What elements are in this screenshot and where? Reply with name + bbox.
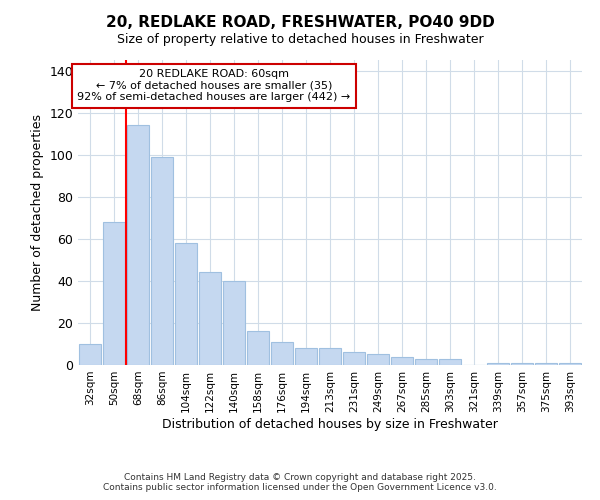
X-axis label: Distribution of detached houses by size in Freshwater: Distribution of detached houses by size … (162, 418, 498, 430)
Y-axis label: Number of detached properties: Number of detached properties (31, 114, 44, 311)
Bar (367, 354, 389, 365)
Bar (391, 356, 413, 365)
Bar (535, 363, 557, 365)
Bar (559, 363, 581, 365)
Bar (127, 125, 149, 365)
Text: Size of property relative to detached houses in Freshwater: Size of property relative to detached ho… (116, 32, 484, 46)
Bar (151, 157, 173, 365)
Bar (319, 348, 341, 365)
Bar (439, 358, 461, 365)
Bar (247, 332, 269, 365)
Bar (223, 281, 245, 365)
Bar (343, 352, 365, 365)
Bar (199, 272, 221, 365)
Text: 20 REDLAKE ROAD: 60sqm
← 7% of detached houses are smaller (35)
92% of semi-deta: 20 REDLAKE ROAD: 60sqm ← 7% of detached … (77, 69, 351, 102)
Text: 20, REDLAKE ROAD, FRESHWATER, PO40 9DD: 20, REDLAKE ROAD, FRESHWATER, PO40 9DD (106, 15, 494, 30)
Bar (103, 222, 125, 365)
Bar (175, 243, 197, 365)
Bar (487, 363, 509, 365)
Bar (415, 358, 437, 365)
Bar (295, 348, 317, 365)
Bar (79, 344, 101, 365)
Text: Contains HM Land Registry data © Crown copyright and database right 2025.
Contai: Contains HM Land Registry data © Crown c… (103, 473, 497, 492)
Bar (511, 363, 533, 365)
Bar (271, 342, 293, 365)
